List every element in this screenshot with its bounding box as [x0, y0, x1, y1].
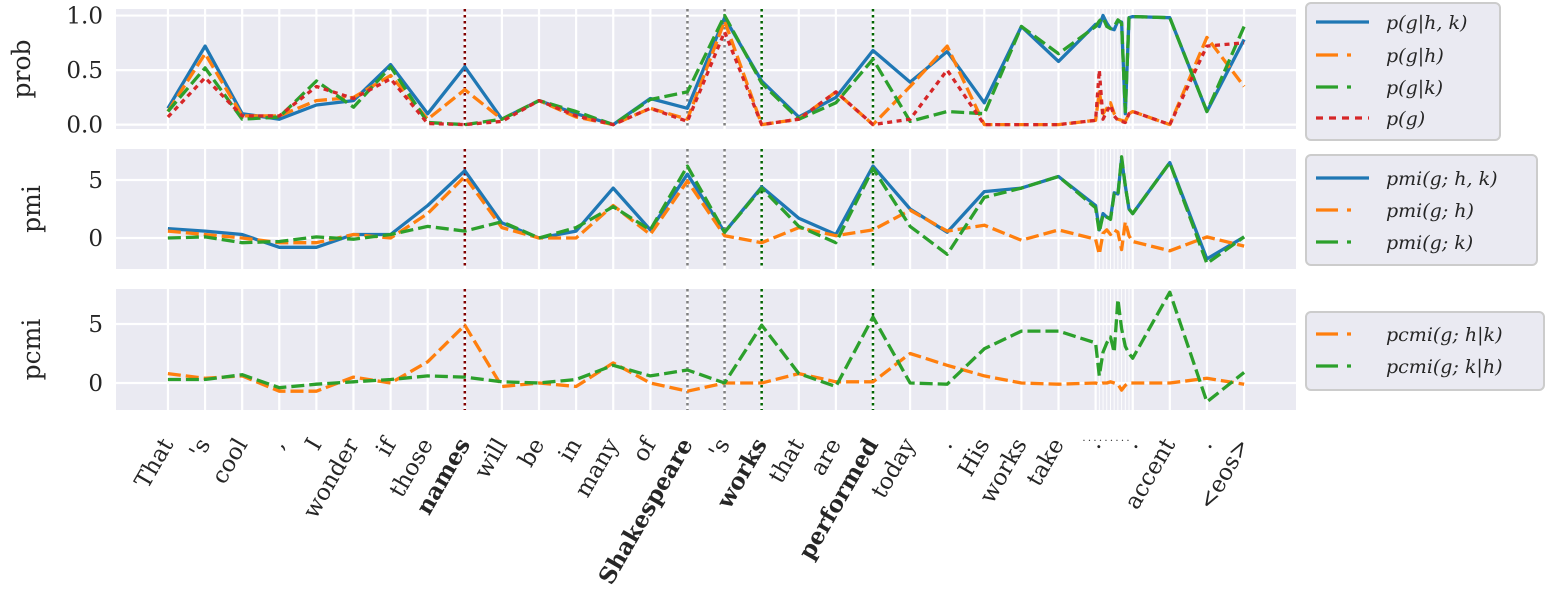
panel-prob: 0.0 0.5 1.0 prob: [7, 4, 1296, 139]
series-line-pcmi-0: [167, 323, 1245, 393]
y-tick-label: 0: [88, 226, 103, 252]
y-axis-label: prob: [7, 39, 36, 98]
x-tick-label: ,: [264, 434, 290, 453]
y-tick-label: 0.0: [66, 113, 103, 139]
legend-label: p(g|k): [1386, 77, 1443, 99]
x-tick-label: .: [932, 434, 958, 453]
legend-label: p(g|h, k): [1386, 12, 1467, 34]
series-line-pmi-2: [167, 155, 1246, 266]
legend-label: pcmi(g; k|h): [1386, 356, 1502, 378]
x-tick-label-dense: .: [1082, 433, 1085, 444]
legend-box: [1305, 2, 1501, 141]
x-tick-label: be: [514, 434, 551, 472]
x-tick-label: .: [1118, 434, 1144, 453]
series-line-prob-3: [166, 30, 1245, 127]
x-tick-label-dense: .: [1093, 433, 1096, 444]
x-tick-label: cool: [207, 434, 253, 489]
legend-label: pmi(g; h, k): [1386, 168, 1498, 190]
x-tick-label-dense: .: [1121, 433, 1124, 444]
x-tick-label-dense: .: [1115, 433, 1118, 444]
legend-prob: p(g|h, k) p(g|h) p(g|k) p(g): [1305, 2, 1501, 141]
x-tick-label: in: [554, 434, 588, 466]
x-tick-label-dense: .: [1099, 433, 1102, 444]
x-tick-label: That: [130, 433, 179, 493]
y-tick-label: 0.5: [66, 58, 103, 84]
y-axis-label: pcmi: [17, 319, 46, 381]
y-axis-label: pmi: [17, 185, 46, 233]
x-tick-label: take: [1022, 434, 1070, 491]
x-tick-label-dense: .: [1104, 433, 1107, 444]
legend-pmi: pmi(g; h, k) pmi(g; h) pmi(g; k): [1305, 154, 1538, 266]
x-tick-label: I: [301, 434, 328, 455]
legend-label: p(g): [1386, 108, 1425, 130]
x-tick-label: if: [371, 433, 402, 461]
series-line-prob-2: [166, 13, 1246, 127]
legend-label: pcmi(g; h|k): [1386, 324, 1502, 346]
legend-box: [1305, 154, 1538, 266]
x-tick-label-dense: .: [1088, 433, 1091, 444]
legend-pcmi: pcmi(g; h|k) pcmi(g; k|h): [1305, 311, 1545, 391]
y-tick-label: 5: [88, 312, 103, 338]
x-tick-label: .: [1192, 434, 1218, 453]
x-tick-label: 's: [704, 434, 736, 463]
x-tick-label-dense: .: [1126, 433, 1129, 444]
x-tick-label-dense: .: [1110, 433, 1113, 444]
legend-box: [1305, 311, 1545, 391]
y-tick-label: 1.0: [66, 4, 103, 30]
y-tick-label: 5: [88, 168, 103, 194]
series-line-pmi-1: [167, 174, 1245, 256]
legend-label: pmi(g; k): [1386, 232, 1473, 254]
panel-pcmi: 0 5 pcmi: [17, 289, 1296, 410]
series-line-pcmi-1: [167, 290, 1246, 404]
y-tick-label: 0: [88, 371, 103, 397]
legend-label: pmi(g; h): [1386, 200, 1474, 222]
x-tick-label: will: [470, 434, 513, 483]
x-tick-label: of: [628, 433, 662, 467]
x-tick-label: 's: [185, 434, 217, 463]
panel-pmi: 0 5 pmi: [17, 149, 1296, 269]
legend-label: p(g|h): [1386, 45, 1444, 67]
x-tick-label: that: [764, 433, 810, 487]
